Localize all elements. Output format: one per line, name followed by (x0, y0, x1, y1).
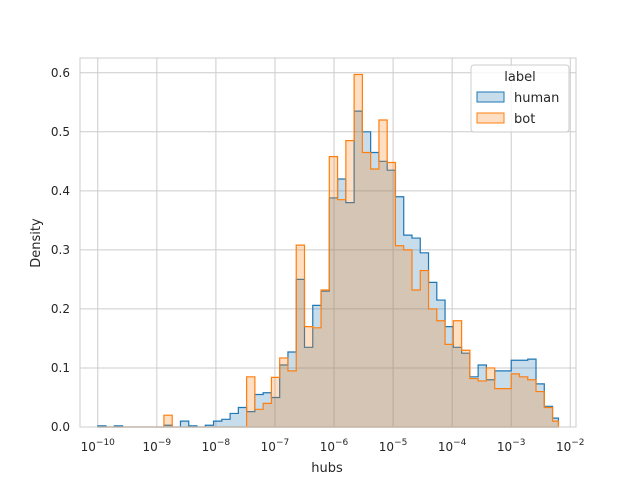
y-axis: 0.0 0.1 0.2 0.3 0.4 0.5 0.6 (51, 66, 70, 434)
x-axis-label: hubs (311, 461, 343, 476)
y-tick-label: 0.4 (51, 184, 70, 198)
legend-swatch-human (476, 91, 505, 103)
x-axis: 10−10 10−9 10−8 10−7 10−6 10−5 10−4 10−3 10−2 (81, 438, 585, 454)
legend-items: human bot (476, 91, 559, 127)
y-tick-label: 0.2 (51, 302, 70, 316)
legend: label human bot (470, 64, 570, 133)
x-tick-label: 10−9 (143, 438, 172, 454)
legend-label-human: human (514, 91, 559, 106)
x-tick-label: 10−5 (379, 438, 408, 454)
legend-label-bot: bot (514, 112, 535, 127)
x-tick-label: 10−8 (202, 438, 231, 454)
y-tick-label: 0.1 (51, 361, 70, 375)
x-tick-label: 10−4 (438, 438, 467, 454)
y-tick-label: 0.6 (51, 66, 70, 80)
x-tick-label: 10−10 (81, 438, 116, 454)
legend-title: label (504, 70, 535, 85)
y-tick-label: 0.0 (51, 420, 70, 434)
y-axis-label: Density (29, 218, 44, 268)
y-tick-label: 0.3 (51, 243, 70, 257)
legend-swatch-bot (476, 112, 505, 124)
legend-frame (470, 64, 570, 133)
y-tick-label: 0.5 (51, 125, 70, 139)
x-tick-label: 10−7 (261, 438, 290, 454)
x-tick-label: 10−3 (497, 438, 526, 454)
plot-frame (79, 57, 577, 428)
x-tick-label: 10−6 (320, 438, 349, 454)
x-tick-label: 10−2 (556, 438, 585, 454)
